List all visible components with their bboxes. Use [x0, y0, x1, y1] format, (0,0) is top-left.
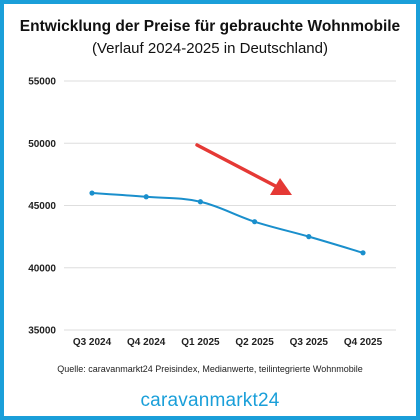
y-tick-label: 55000: [28, 77, 56, 88]
chart-subtitle: (Verlauf 2024-2025 in Deutschland): [92, 40, 328, 57]
data-point: [252, 219, 258, 225]
y-tick-label: 35000: [28, 326, 56, 337]
source-note: Quelle: caravanmarkt24 Preisindex, Media…: [57, 364, 363, 374]
data-point: [197, 199, 203, 205]
data-point: [143, 194, 149, 200]
x-tick-label: Q3 2025: [290, 337, 329, 348]
y-tick-label: 45000: [28, 201, 56, 212]
chart-title: Entwicklung der Preise für gebrauchte Wo…: [19, 18, 401, 35]
x-tick-label: Q1 2025: [181, 337, 220, 348]
y-tick-label: 40000: [28, 263, 56, 274]
data-point: [306, 234, 312, 240]
line-chart: 35000 40000 45000 50000 55000 Q3 2024 Q4 2024 Q…: [28, 77, 396, 348]
data-point: [89, 190, 95, 196]
x-tick-label: Q2 2025: [235, 337, 274, 348]
trend-arrow-icon: [195, 143, 292, 195]
series-line: [91, 192, 364, 254]
y-tick-label: 50000: [28, 139, 56, 150]
x-tick-label: Q4 2024: [127, 337, 166, 348]
x-tick-label: Q4 2025: [344, 337, 383, 348]
x-tick-label: Q3 2024: [73, 337, 112, 348]
data-point: [360, 250, 366, 256]
brand-logo: caravanmarkt24: [140, 390, 280, 411]
